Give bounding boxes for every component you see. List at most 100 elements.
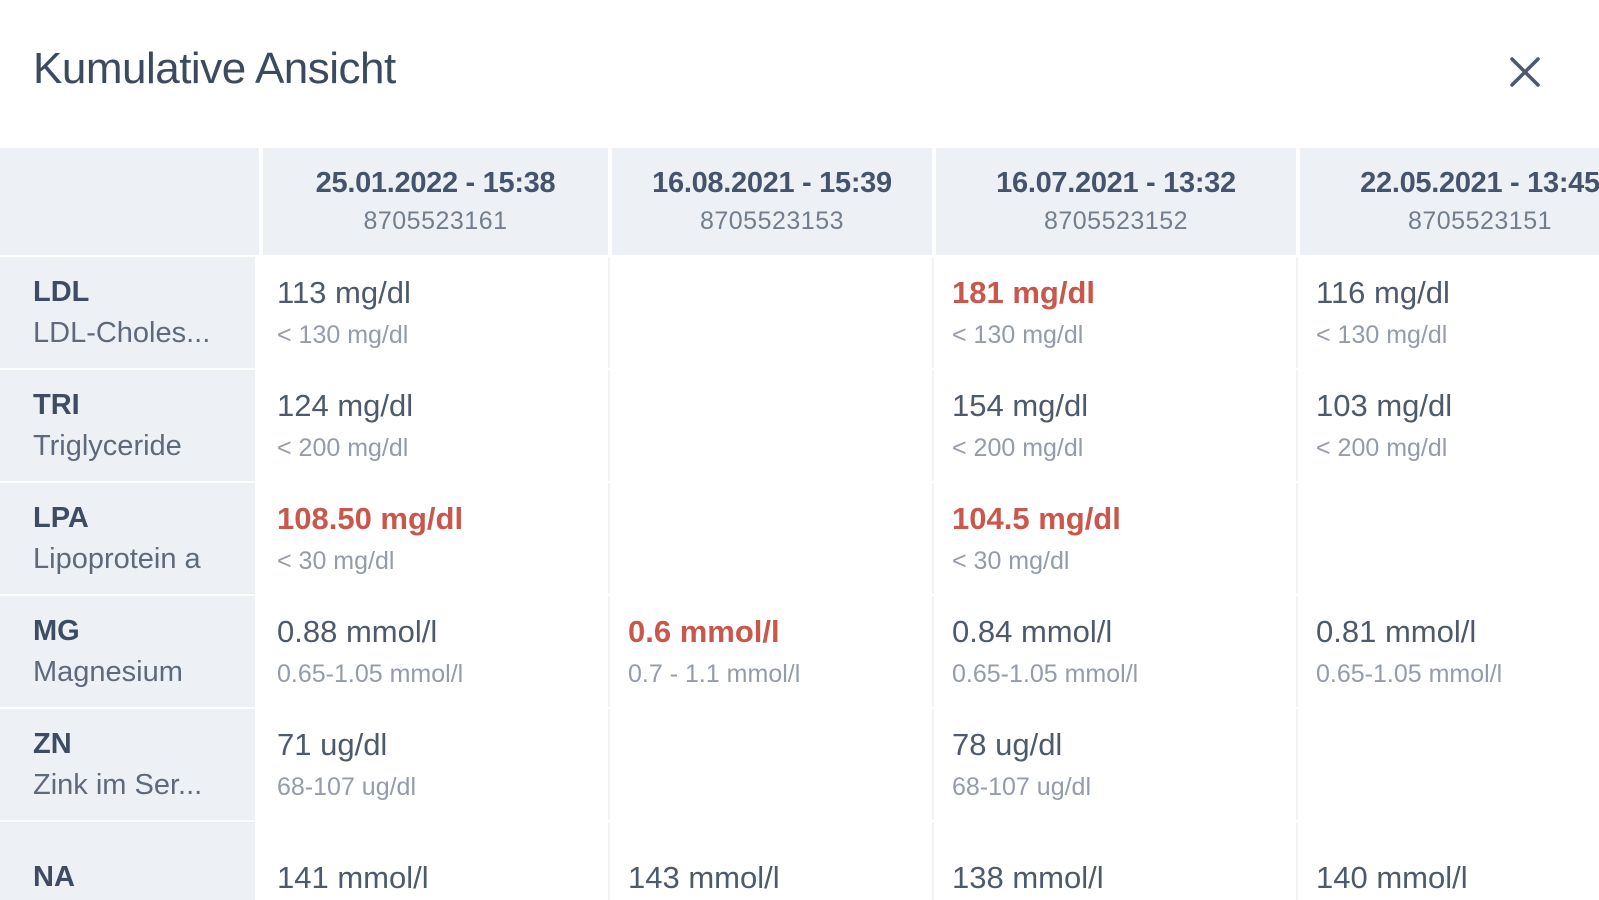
result-cell: 154 mg/dl < 200 mg/dl (932, 370, 1296, 481)
result-cell: 138 mmol/l (932, 822, 1296, 900)
analyte-code: LDL (33, 275, 90, 308)
reference-range: 0.65-1.05 mmol/l (952, 660, 1139, 688)
sample-column-header: 16.07.2021 - 13:32 8705523152 (932, 148, 1296, 255)
result-cell: 124 mg/dl < 200 mg/dl (259, 370, 608, 481)
sample-column-header: 16.08.2021 - 15:39 8705523153 (608, 148, 932, 255)
result-value: 103 mg/dl (1316, 388, 1453, 423)
analyte-label-cell: ZN Zink im Ser... (0, 709, 259, 820)
reference-range: < 30 mg/dl (277, 547, 395, 575)
table-row: ZN Zink im Ser... 71 ug/dl 68-107 ug/dl 78 u… (0, 709, 1599, 820)
results-table: 25.01.2022 - 15:38 8705523161 16.08.2021… (0, 148, 1599, 900)
result-cell: 71 ug/dl 68-107 ug/dl (259, 709, 608, 820)
reference-range: < 200 mg/dl (1316, 434, 1448, 462)
page-title: Kumulative Ansicht (33, 44, 396, 93)
analyte-code: ZN (33, 727, 72, 760)
reference-range: < 130 mg/dl (1316, 321, 1448, 349)
result-value: 143 mmol/l (628, 859, 780, 895)
result-value: 78 ug/dl (952, 727, 1063, 762)
result-value: 0.6 mmol/l (628, 614, 780, 649)
result-cell: 103 mg/dl < 200 mg/dl (1296, 370, 1599, 481)
results-table-body: LDL LDL-Choles... 113 mg/dl < 130 mg/dl 181 … (0, 257, 1599, 900)
table-row: NA 141 mmol/l 143 mmol/l 138 mmol/l 140 mmol… (0, 822, 1599, 900)
result-cell: 0.88 mmol/l 0.65-1.05 mmol/l (259, 596, 608, 707)
result-cell: 0.84 mmol/l 0.65-1.05 mmol/l (932, 596, 1296, 707)
result-cell: 0.81 mmol/l 0.65-1.05 mmol/l (1296, 596, 1599, 707)
analyte-name: Zink im Ser... (33, 768, 203, 801)
result-cell: 78 ug/dl 68-107 ug/dl (932, 709, 1296, 820)
reference-range: < 200 mg/dl (952, 434, 1084, 462)
sample-id: 8705523151 (1407, 207, 1553, 235)
modal-titlebar: Kumulative Ansicht (0, 0, 1599, 148)
analyte-code: NA (33, 861, 75, 893)
result-cell: 104.5 mg/dl < 30 mg/dl (932, 483, 1296, 594)
result-value: 104.5 mg/dl (952, 501, 1121, 536)
result-value: 181 mg/dl (952, 275, 1095, 310)
result-value: 113 mg/dl (277, 275, 411, 310)
result-value: 116 mg/dl (1316, 275, 1450, 310)
analyte-label-cell: NA (0, 822, 259, 900)
result-value: 124 mg/dl (277, 388, 414, 423)
result-cell (1296, 483, 1599, 594)
reference-range: < 200 mg/dl (277, 434, 409, 462)
result-cell (608, 709, 932, 820)
reference-range: 0.7 - 1.1 mmol/l (628, 660, 801, 688)
result-cell: 141 mmol/l (259, 822, 608, 900)
sample-column-header: 25.01.2022 - 15:38 8705523161 (259, 148, 608, 255)
reference-range: 68-107 ug/dl (952, 773, 1092, 801)
reference-range: < 30 mg/dl (952, 547, 1070, 575)
sample-date: 25.01.2022 - 15:38 (315, 167, 556, 199)
sample-date: 22.05.2021 - 13:45 (1360, 167, 1599, 199)
result-value: 108.50 mg/dl (277, 501, 464, 536)
reference-range: 0.65-1.05 mmol/l (277, 660, 464, 688)
sample-date: 16.08.2021 - 15:39 (652, 167, 892, 199)
result-value: 0.81 mmol/l (1316, 614, 1477, 649)
reference-range: 68-107 ug/dl (277, 773, 417, 801)
analyte-name: LDL-Choles... (33, 316, 211, 349)
analyte-name: Triglyceride (33, 429, 182, 462)
analyte-name: Magnesium (33, 655, 183, 688)
header-corner-cell (0, 148, 259, 255)
analyte-name: Lipoprotein a (33, 542, 201, 575)
result-cell (1296, 709, 1599, 820)
reference-range: < 130 mg/dl (277, 321, 409, 349)
sample-id: 8705523152 (1043, 207, 1189, 235)
reference-range: < 130 mg/dl (952, 321, 1084, 349)
close-button[interactable] (1503, 52, 1547, 96)
result-cell: 181 mg/dl < 130 mg/dl (932, 257, 1296, 368)
sample-id: 8705523153 (699, 207, 845, 235)
table-row: LPA Lipoprotein a 108.50 mg/dl < 30 mg/dl 10… (0, 483, 1599, 594)
results-table-scroll-area[interactable]: 25.01.2022 - 15:38 8705523161 16.08.2021… (0, 148, 1599, 900)
table-row: LDL LDL-Choles... 113 mg/dl < 130 mg/dl 181 … (0, 257, 1599, 368)
result-value: 0.84 mmol/l (952, 614, 1113, 649)
close-icon (1506, 53, 1544, 96)
result-value: 71 ug/dl (277, 727, 388, 762)
result-cell: 116 mg/dl < 130 mg/dl (1296, 257, 1599, 368)
analyte-label-cell: LPA Lipoprotein a (0, 483, 259, 594)
result-cell: 113 mg/dl < 130 mg/dl (259, 257, 608, 368)
result-cell: 140 mmol/l (1296, 822, 1599, 900)
result-cell: 0.6 mmol/l 0.7 - 1.1 mmol/l (608, 596, 932, 707)
result-cell (608, 257, 932, 368)
table-row: MG Magnesium 0.88 mmol/l 0.65-1.05 mmol/l 0.… (0, 596, 1599, 707)
result-cell (608, 483, 932, 594)
table-row: TRI Triglyceride 124 mg/dl < 200 mg/dl 154 m… (0, 370, 1599, 481)
analyte-code: TRI (33, 388, 80, 421)
result-value: 140 mmol/l (1316, 859, 1468, 895)
analyte-label-cell: LDL LDL-Choles... (0, 257, 259, 368)
analyte-code: MG (33, 614, 80, 647)
analyte-code: LPA (33, 501, 89, 534)
reference-range: 0.65-1.05 mmol/l (1316, 660, 1503, 688)
result-value: 154 mg/dl (952, 388, 1089, 423)
result-value: 141 mmol/l (277, 859, 429, 895)
result-value: 0.88 mmol/l (277, 614, 438, 649)
sample-column-header: 22.05.2021 - 13:45 8705523151 (1296, 148, 1599, 255)
result-cell (608, 370, 932, 481)
analyte-label-cell: MG Magnesium (0, 596, 259, 707)
result-cell: 143 mmol/l (608, 822, 932, 900)
table-header-row: 25.01.2022 - 15:38 8705523161 16.08.2021… (0, 148, 1599, 255)
sample-date: 16.07.2021 - 13:32 (996, 167, 1236, 199)
result-value: 138 mmol/l (952, 859, 1104, 895)
sample-id: 8705523161 (363, 207, 508, 235)
analyte-label-cell: TRI Triglyceride (0, 370, 259, 481)
